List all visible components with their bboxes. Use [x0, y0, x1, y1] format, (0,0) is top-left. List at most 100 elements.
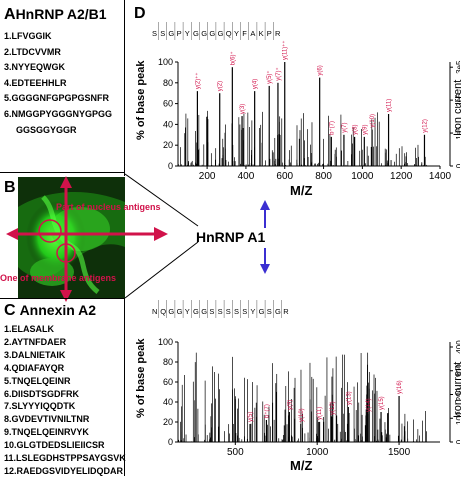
peak-label: y(6): [318, 65, 324, 75]
x-tick-label: 1200: [390, 171, 413, 182]
peak-label: y(10): [299, 408, 305, 422]
y-tick-label: 0: [168, 161, 173, 171]
sequence-residue: G: [177, 307, 183, 316]
arrow-head-up: [60, 176, 72, 188]
peptide: 11.LSLEGDHSTPPSAYGSVK: [4, 453, 126, 464]
hnrnp-a1-label: HnRNP A1: [196, 229, 266, 245]
panel-a-letter: A: [4, 6, 16, 23]
sequence-residue: F: [242, 29, 247, 38]
peptide: 6.NMGGPYGGGNYGPGG: [4, 108, 113, 119]
sequence-residue: Q: [226, 29, 232, 38]
bottom-spectrum: NQGGYGGSSSSSYGSGR02040608010001002003004…: [152, 300, 460, 458]
right-tick-label: 3e5: [455, 60, 460, 74]
arrow-head-right: [154, 227, 168, 241]
peak-label: y(11): [387, 99, 393, 112]
y-tick-label: 20: [163, 417, 173, 427]
peptide: 2.LTDCVVMR: [4, 46, 61, 57]
top-x-axis-label: M/Z: [290, 183, 313, 198]
panel-a-peptide-list: 1.LFVGGIK 2.LTDCVVMR 3.NYYEQWGK 4.EDTEEH…: [4, 29, 112, 138]
x-tick-label: 400: [238, 171, 255, 182]
peak-label: y(2): [218, 81, 224, 91]
right-tick-label: 0: [455, 439, 460, 444]
peptide: 9.TNQELQEINRVYK: [4, 427, 89, 438]
right-tick-label: 400: [455, 340, 460, 354]
x-tick-label: 600: [276, 171, 293, 182]
sequence-residue: R: [283, 307, 289, 316]
peak-label: y(15): [379, 396, 385, 410]
sequence-residue: Y: [250, 307, 255, 316]
panel-b-arrows: [6, 173, 270, 302]
peak-label: y(12): [330, 401, 336, 415]
nucleus-antigen-label: Part of nucleus antigens: [56, 202, 161, 212]
peptide: 4.EDTEEHHLR: [4, 77, 67, 88]
sequence-residue: G: [201, 307, 207, 316]
peptide: 1.LFVGGIK: [4, 31, 52, 41]
peptide: 4.QDIAFAYQR: [4, 362, 65, 373]
y-tick-label: 0: [168, 437, 173, 447]
sequence-residue: R: [275, 29, 281, 38]
x-tick-label: 1000: [351, 171, 374, 182]
sequence-residue: G: [168, 307, 174, 316]
sequence-residue: S: [242, 307, 247, 316]
panel-d-letter: D: [134, 5, 146, 22]
peptide: 3.NYYEQWGK: [4, 62, 66, 73]
peak-label: y(11): [317, 407, 323, 420]
panel-c-letter: C: [4, 302, 16, 319]
blue-arrow-head-up: [260, 200, 270, 210]
peak-label: b(6)⁺: [229, 51, 236, 65]
peptide: 5.TNQELQEINR: [4, 375, 71, 386]
x-tick-label: 500: [227, 447, 244, 458]
peak-label: y(9): [287, 400, 293, 410]
sequence-residue: G: [168, 29, 174, 38]
top-spectrum: SSGPYGGGGQYFAKPR02040608010001e52e53e520…: [152, 22, 460, 182]
sequence-residue: S: [218, 307, 223, 316]
y-tick-label: 100: [158, 57, 173, 67]
y-tick-label: 80: [163, 78, 173, 88]
sequence-residue: G: [218, 29, 224, 38]
peak-label: y(10): [370, 114, 376, 128]
peak-label: y(14): [366, 398, 372, 412]
peptide: 2.AYTNFDAER: [4, 336, 67, 347]
peak-label: b⁺(7): [328, 121, 335, 135]
right-tick-label: 2e5: [455, 93, 460, 107]
sequence-residue: Y: [185, 29, 190, 38]
peptide: 5.GGGGNFGPGPGSNFR: [4, 93, 110, 104]
sequence-residue: G: [193, 29, 199, 38]
x-tick-label: 800: [315, 171, 332, 182]
sequence-residue: G: [275, 307, 281, 316]
peptide: 8.GVDEVTIVNILTNR: [4, 414, 90, 425]
sequence-residue: Y: [234, 29, 239, 38]
divider: [124, 298, 125, 476]
panel-a-title: HnRNP A2/B1: [15, 6, 107, 22]
bottom-x-axis-label: M/Z: [290, 458, 313, 473]
peak-label: y(8): [353, 125, 359, 135]
sequence-residue: S: [152, 29, 157, 38]
divider: [0, 172, 125, 173]
sequence-residue: P: [177, 29, 182, 38]
y-tick-label: 60: [163, 99, 173, 109]
peak-label: b⁺(7): [263, 404, 270, 418]
x-tick-label: 1000: [306, 447, 329, 458]
x-tick-label: 1500: [388, 447, 411, 458]
peak-label: y(7): [342, 122, 348, 132]
sequence-residue: S: [209, 307, 214, 316]
sequence-residue: A: [250, 29, 255, 38]
panel-a: A HnRNP A2/B1 1.LFVGGIK 2.LTDCVVMR 3.NYY…: [0, 0, 125, 172]
divider: [0, 298, 125, 299]
divider: [124, 0, 125, 176]
right-tick-label: 100: [455, 411, 460, 425]
panel-c-title: Annexin A2: [19, 302, 97, 318]
peak-label: y(4): [253, 79, 259, 89]
top-y-axis-label: % of base peak: [135, 60, 147, 140]
peak-label: y(9): [362, 125, 368, 135]
right-tick-label: 0: [455, 163, 460, 168]
sequence-residue: S: [234, 307, 239, 316]
peptide: GGSGGYGGR: [16, 124, 77, 135]
peak-label: y(16): [397, 380, 403, 394]
right-tick-label: 200: [455, 387, 460, 401]
connector-line: [124, 173, 199, 227]
sequence-residue: K: [259, 29, 264, 38]
peak-label: y(2)⁺⁺: [194, 72, 201, 89]
sequence-residue: S: [160, 29, 165, 38]
sequence-residue: G: [201, 29, 207, 38]
